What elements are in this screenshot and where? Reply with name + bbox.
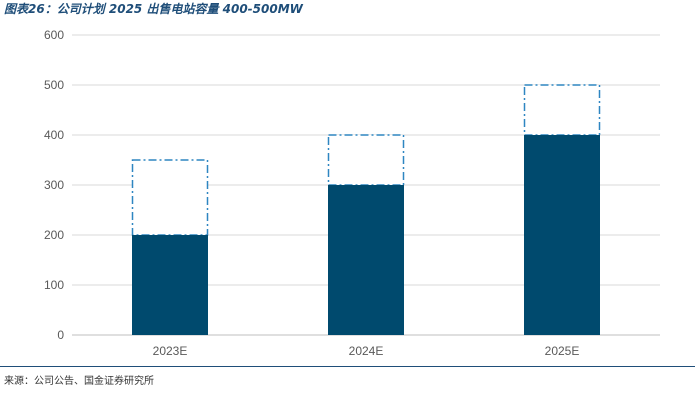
y-tick-label: 300 [44,178,64,192]
y-tick-label: 100 [44,278,64,292]
y-tick-label: 200 [44,228,64,242]
x-axis: 2023E 2024E 2025E [153,344,580,358]
source-note: 来源：公司公告、国金证券研究所 [4,376,154,387]
y-tick-label: 600 [44,28,64,42]
y-tick-label: 400 [44,128,64,142]
x-tick-label: 2024E [349,344,384,358]
bar-chart: 0 100 200 300 400 500 600 2023E 2024E 2025E [44,28,660,358]
target-bar-2023E [131,159,209,236]
y-tick-label: 0 [57,328,64,342]
bar-2023E [132,235,208,335]
x-tick-label: 2023E [153,344,188,358]
chart-container: 0 100 200 300 400 500 600 2023E 2024E 2025E [0,18,695,367]
figure-title: 图表26：公司计划 2025 出售电站容量 400-500MW [4,2,303,16]
y-tick-label: 500 [44,78,64,92]
source-divider [0,366,695,367]
target-bar-2025E [523,84,601,136]
y-axis: 0 100 200 300 400 500 600 [44,28,64,342]
bar-2025E [524,135,600,335]
target-bar-2024E [327,134,405,186]
x-tick-label: 2025E [545,344,580,358]
bars [131,84,601,335]
bar-2024E [328,185,404,335]
